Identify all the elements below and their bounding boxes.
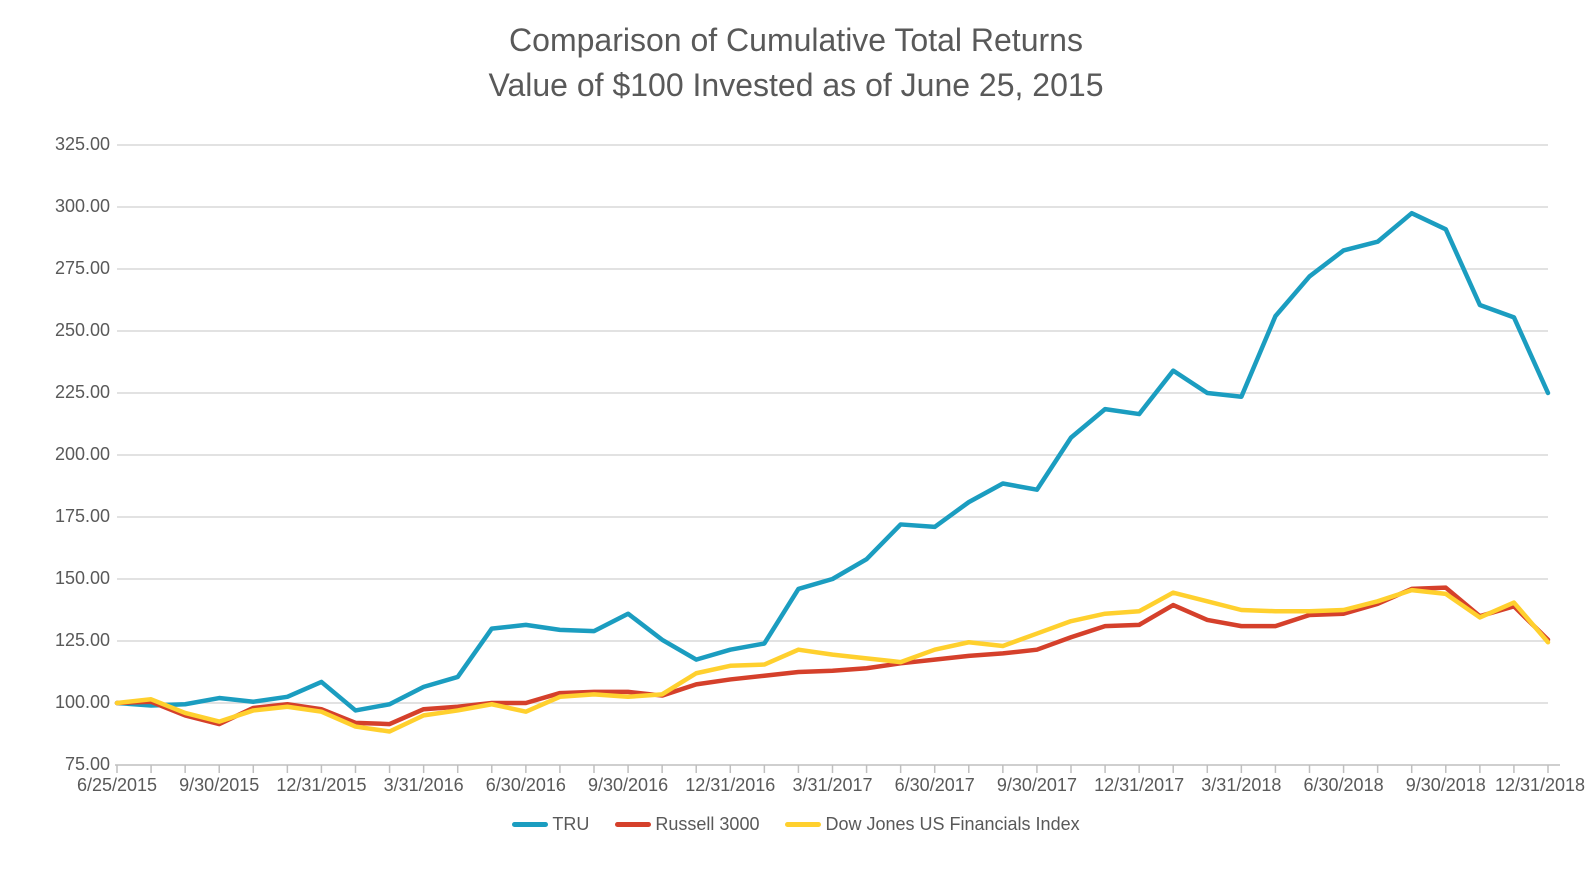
x-axis-label: 9/30/2018 <box>1405 775 1486 795</box>
y-axis-label: 275.00 <box>54 258 110 278</box>
series-line-dow-jones-us-financials-index <box>114 587 1551 734</box>
y-axis-label: 300.00 <box>54 196 110 216</box>
legend-item-russell-3000: Russell 3000 <box>615 814 759 835</box>
chart-title-line1: Comparison of Cumulative Total Returns <box>509 22 1083 58</box>
chart-title: Comparison of Cumulative Total Returns V… <box>0 18 1592 108</box>
legend-label: Russell 3000 <box>655 814 760 834</box>
y-axis-label: 325.00 <box>54 134 110 154</box>
x-axis-label: 6/30/2018 <box>1303 775 1384 795</box>
x-axis-label: 9/30/2015 <box>179 775 260 795</box>
x-axis-label: 9/30/2017 <box>996 775 1077 795</box>
legend-swatch-icon <box>615 822 652 827</box>
legend-item-tru: TRU <box>512 814 589 835</box>
x-axis-label: 9/30/2016 <box>588 775 669 795</box>
x-axis-label: 12/31/2018 <box>1494 775 1586 795</box>
chart-title-line2: Value of $100 Invested as of June 25, 20… <box>488 67 1104 103</box>
y-axis-label: 100.00 <box>54 692 110 712</box>
y-axis-label: 150.00 <box>54 568 110 588</box>
x-axis-label: 12/31/2017 <box>1094 775 1185 795</box>
x-axis-label: 12/31/2015 <box>276 775 367 795</box>
legend-swatch-icon <box>785 822 822 827</box>
x-axis-label: 6/30/2017 <box>894 775 975 795</box>
legend-swatch-icon <box>512 822 549 827</box>
y-axis-label: 175.00 <box>54 506 110 526</box>
x-axis-label: 6/25/2015 <box>76 775 158 795</box>
x-axis-label: 3/31/2018 <box>1201 775 1282 795</box>
y-axis-label: 75.00 <box>64 754 110 774</box>
y-axis-label: 250.00 <box>54 320 110 340</box>
x-axis-label: 6/30/2016 <box>485 775 566 795</box>
series-line-tru <box>114 210 1551 713</box>
x-axis-label: 12/31/2016 <box>685 775 776 795</box>
series-line-russell-3000 <box>114 585 1551 727</box>
legend-item-dow-jones-us-financials-index: Dow Jones US Financials Index <box>785 814 1080 835</box>
y-axis-label: 125.00 <box>54 630 110 650</box>
x-axis-label: 3/31/2017 <box>792 775 873 795</box>
y-axis-label: 225.00 <box>54 382 110 402</box>
legend-label: Dow Jones US Financials Index <box>825 814 1080 834</box>
legend-label: TRU <box>552 814 590 834</box>
legend: TRU Russell 3000 Dow Jones US Financials I… <box>0 814 1592 835</box>
x-axis-label: 3/31/2016 <box>383 775 464 795</box>
y-axis-label: 200.00 <box>54 444 110 464</box>
